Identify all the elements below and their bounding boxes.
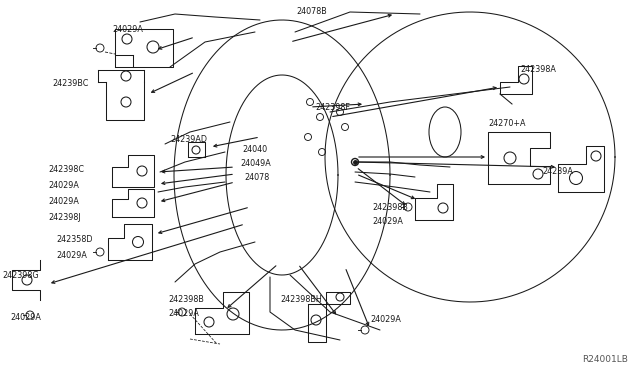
Text: 242398C: 242398C bbox=[48, 164, 84, 173]
Text: 24029A: 24029A bbox=[372, 218, 403, 227]
Text: 24029A: 24029A bbox=[10, 312, 41, 321]
Text: 24029A: 24029A bbox=[56, 251, 87, 260]
Text: 24239BC: 24239BC bbox=[52, 80, 88, 89]
Text: 24029A: 24029A bbox=[112, 25, 143, 33]
Text: 24078B: 24078B bbox=[296, 6, 327, 16]
Text: 24078: 24078 bbox=[244, 173, 269, 183]
Text: 242398A: 242398A bbox=[520, 65, 556, 74]
Text: 24270+A: 24270+A bbox=[488, 119, 525, 128]
Text: 242398G: 242398G bbox=[2, 270, 38, 279]
Text: 24029A: 24029A bbox=[48, 198, 79, 206]
Text: 24239A: 24239A bbox=[542, 167, 573, 176]
Text: 242398B: 242398B bbox=[168, 295, 204, 304]
Text: 24029A: 24029A bbox=[168, 310, 199, 318]
Text: 242398J: 242398J bbox=[48, 212, 81, 221]
Text: 242398BH: 242398BH bbox=[280, 295, 322, 304]
Text: 242398F: 242398F bbox=[315, 103, 350, 112]
Text: 24239AD: 24239AD bbox=[170, 135, 207, 144]
Text: R24001LB: R24001LB bbox=[582, 355, 628, 364]
Text: 24029A: 24029A bbox=[370, 315, 401, 324]
Text: 242358D: 242358D bbox=[56, 235, 93, 244]
Text: 242398B: 242398B bbox=[372, 202, 408, 212]
Text: 24029A: 24029A bbox=[48, 180, 79, 189]
Text: 24040: 24040 bbox=[242, 145, 267, 154]
Text: 24049A: 24049A bbox=[240, 160, 271, 169]
